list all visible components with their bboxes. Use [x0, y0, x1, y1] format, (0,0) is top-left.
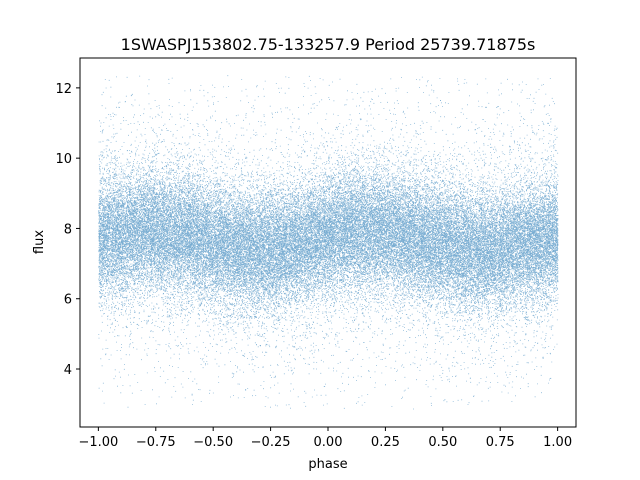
x-tick-label: 0.25 [371, 435, 400, 450]
x-tick-label: −0.25 [251, 435, 291, 450]
x-tick-label: 0.75 [486, 435, 515, 450]
x-tick-label: −0.50 [193, 435, 233, 450]
y-tick-label: 8 [64, 222, 72, 237]
y-tick-label: 12 [55, 82, 72, 97]
y-tick-label: 10 [55, 152, 72, 167]
y-tick-label: 4 [64, 363, 72, 378]
chart-title: 1SWASPJ153802.75-133257.9 Period 25739.7… [121, 35, 536, 54]
x-tick-label: −1.00 [78, 435, 118, 450]
x-tick-label: 1.00 [543, 435, 572, 450]
x-tick-label: −0.75 [136, 435, 176, 450]
x-tick-label: 0.50 [428, 435, 457, 450]
y-axis: 4 6 8 10 12 [55, 82, 80, 378]
x-axis: −1.00 −0.75 −0.50 −0.25 0.00 0.25 0.50 0.75 1.00 [78, 427, 572, 450]
y-axis-label: flux [32, 230, 47, 254]
y-tick-label: 6 [64, 293, 72, 308]
scatter-points [98, 75, 559, 410]
x-axis-label: phase [308, 457, 347, 472]
data-points [98, 75, 559, 410]
x-tick-label: 0.00 [314, 435, 343, 450]
